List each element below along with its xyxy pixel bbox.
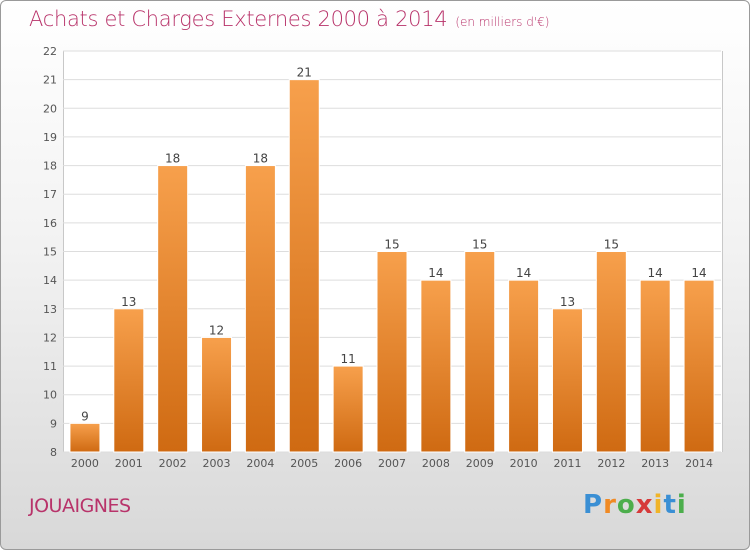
y-tick-label: 8 [50,446,57,459]
y-tick-label: 13 [43,303,57,316]
bar-value-label: 14 [648,266,663,280]
y-tick-label: 9 [50,417,57,430]
x-tick-label: 2001 [115,457,143,470]
x-tick-label: 2014 [685,457,713,470]
y-tick-label: 21 [43,74,57,87]
bar-2008 [420,279,452,453]
y-tick-label: 18 [43,160,57,173]
bar-2011 [551,308,583,453]
bar-value-label: 18 [253,152,268,166]
x-tick-label: 2011 [553,457,581,470]
y-tick-label: 16 [43,217,57,230]
x-tick-label: 2007 [378,457,406,470]
y-tick-label: 14 [43,274,57,287]
x-tick-label: 2002 [159,457,187,470]
bar-2006 [332,365,364,453]
y-tick-label: 15 [43,246,57,259]
x-tick-label: 2006 [334,457,362,470]
x-tick-label: 2005 [290,457,318,470]
y-axis-ticks: 8 9 10 11 12 13 14 15 16 17 18 19 20 21 22 [43,45,57,459]
bar-value-label: 12 [209,323,224,337]
bars [69,79,715,453]
bar-value-label: 15 [384,238,399,252]
x-tick-label: 2012 [597,457,625,470]
bar-value-label: 18 [165,152,180,166]
bar-value-label: 13 [560,295,575,309]
location-name: JOUAIGNES [29,495,131,517]
x-tick-label: 2004 [246,457,274,470]
bar-2000 [69,422,101,453]
bar-value-label: 9 [81,409,89,423]
x-tick-label: 2000 [71,457,99,470]
y-tick-label: 22 [43,45,57,58]
bar-value-label: 21 [297,66,312,80]
y-tick-label: 19 [43,131,57,144]
y-tick-label: 10 [43,389,57,402]
bar-2005 [288,79,320,453]
bar-value-label: 14 [691,266,706,280]
chart-title-text: Achats et Charges Externes 2000 à 2014 [29,7,448,31]
y-tick-label: 20 [43,102,57,115]
bar-2013 [639,279,671,453]
x-tick-label: 2008 [422,457,450,470]
bar-2004 [244,165,276,453]
chart-title: Achats et Charges Externes 2000 à 2014 (e… [29,7,549,31]
y-tick-label: 12 [43,331,57,344]
bar-2002 [157,165,189,453]
x-tick-label: 2009 [466,457,494,470]
x-tick-label: 2010 [510,457,538,470]
chart-unit-note: (en milliers d'€) [455,15,550,29]
bar-value-label: 14 [428,266,443,280]
bar-2007 [376,251,408,453]
bar-2014 [683,279,715,453]
bar-value-label: 11 [340,352,355,366]
bar-2001 [113,308,145,453]
x-tick-label: 2013 [641,457,669,470]
x-tick-label: 2003 [203,457,231,470]
bar-2009 [464,251,496,453]
value-labels: 9 13 18 12 18 21 11 15 14 15 14 13 15 14 14 [81,66,707,424]
x-axis-ticks: 2000 2001 2002 2003 2004 2005 2006 2007 2008 2009… [71,457,713,470]
y-tick-label: 17 [43,188,57,201]
bar-2003 [201,336,233,453]
bar-2012 [595,251,627,453]
y-tick-label: 11 [43,360,57,373]
bar-value-label: 14 [516,266,531,280]
bar-value-label: 15 [472,238,487,252]
bar-value-label: 13 [121,295,136,309]
bar-2010 [508,279,540,453]
proxiti-logo: Proxiti [583,490,687,520]
bar-value-label: 15 [604,238,619,252]
